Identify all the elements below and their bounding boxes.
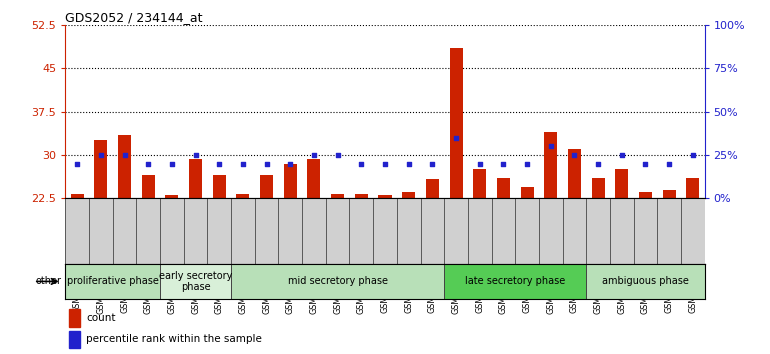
Bar (142, 175, 155, 198)
Point (119, 152, 131, 158)
FancyBboxPatch shape (65, 264, 160, 299)
Text: early secretory
phase: early secretory phase (159, 270, 233, 292)
Bar (236, 194, 249, 198)
Point (426, 161, 438, 166)
Bar (213, 175, 226, 198)
Bar (686, 178, 699, 198)
Bar (497, 178, 510, 198)
Bar (474, 169, 486, 198)
Point (71, 161, 83, 166)
Point (332, 152, 344, 158)
Bar (355, 194, 368, 198)
Point (142, 161, 155, 166)
Bar (166, 195, 179, 198)
Text: GDS2052 / 234144_at: GDS2052 / 234144_at (65, 11, 203, 24)
Bar (260, 175, 273, 198)
Bar (662, 190, 675, 198)
Bar (69, 331, 80, 348)
Point (615, 152, 628, 158)
Bar (591, 178, 604, 198)
Text: ambiguous phase: ambiguous phase (602, 276, 689, 286)
Text: percentile rank within the sample: percentile rank within the sample (86, 335, 262, 344)
Text: proliferative phase: proliferative phase (67, 276, 159, 286)
Point (308, 152, 320, 158)
Point (497, 161, 510, 166)
Text: other: other (35, 276, 62, 286)
Bar (567, 149, 581, 198)
Text: count: count (86, 313, 115, 323)
Bar (426, 179, 439, 198)
Text: late secretory phase: late secretory phase (465, 276, 565, 286)
FancyBboxPatch shape (444, 264, 586, 299)
Bar (95, 141, 108, 198)
FancyBboxPatch shape (160, 264, 231, 299)
Bar (544, 132, 557, 198)
Point (568, 152, 581, 158)
Point (474, 161, 486, 166)
Point (95, 152, 107, 158)
Point (260, 161, 273, 166)
Bar (69, 309, 80, 326)
FancyBboxPatch shape (231, 264, 444, 299)
Point (355, 161, 367, 166)
Point (189, 152, 202, 158)
Bar (307, 159, 320, 198)
Point (450, 135, 462, 140)
Bar (118, 135, 131, 198)
Bar (331, 194, 344, 198)
Point (544, 143, 557, 149)
Point (663, 161, 675, 166)
Bar (450, 48, 463, 198)
Text: mid secretory phase: mid secretory phase (288, 276, 387, 286)
Point (237, 161, 249, 166)
Point (521, 161, 533, 166)
Point (213, 161, 226, 166)
Bar (521, 187, 534, 198)
Point (592, 161, 604, 166)
Bar (379, 195, 391, 198)
Point (379, 161, 391, 166)
Bar (639, 193, 652, 198)
Bar (71, 194, 84, 198)
Point (639, 161, 651, 166)
Point (166, 161, 178, 166)
Point (403, 161, 415, 166)
Bar (402, 193, 415, 198)
Bar (284, 164, 296, 198)
Bar (615, 169, 628, 198)
FancyBboxPatch shape (586, 264, 705, 299)
Bar (189, 159, 203, 198)
Point (687, 152, 699, 158)
Point (284, 161, 296, 166)
